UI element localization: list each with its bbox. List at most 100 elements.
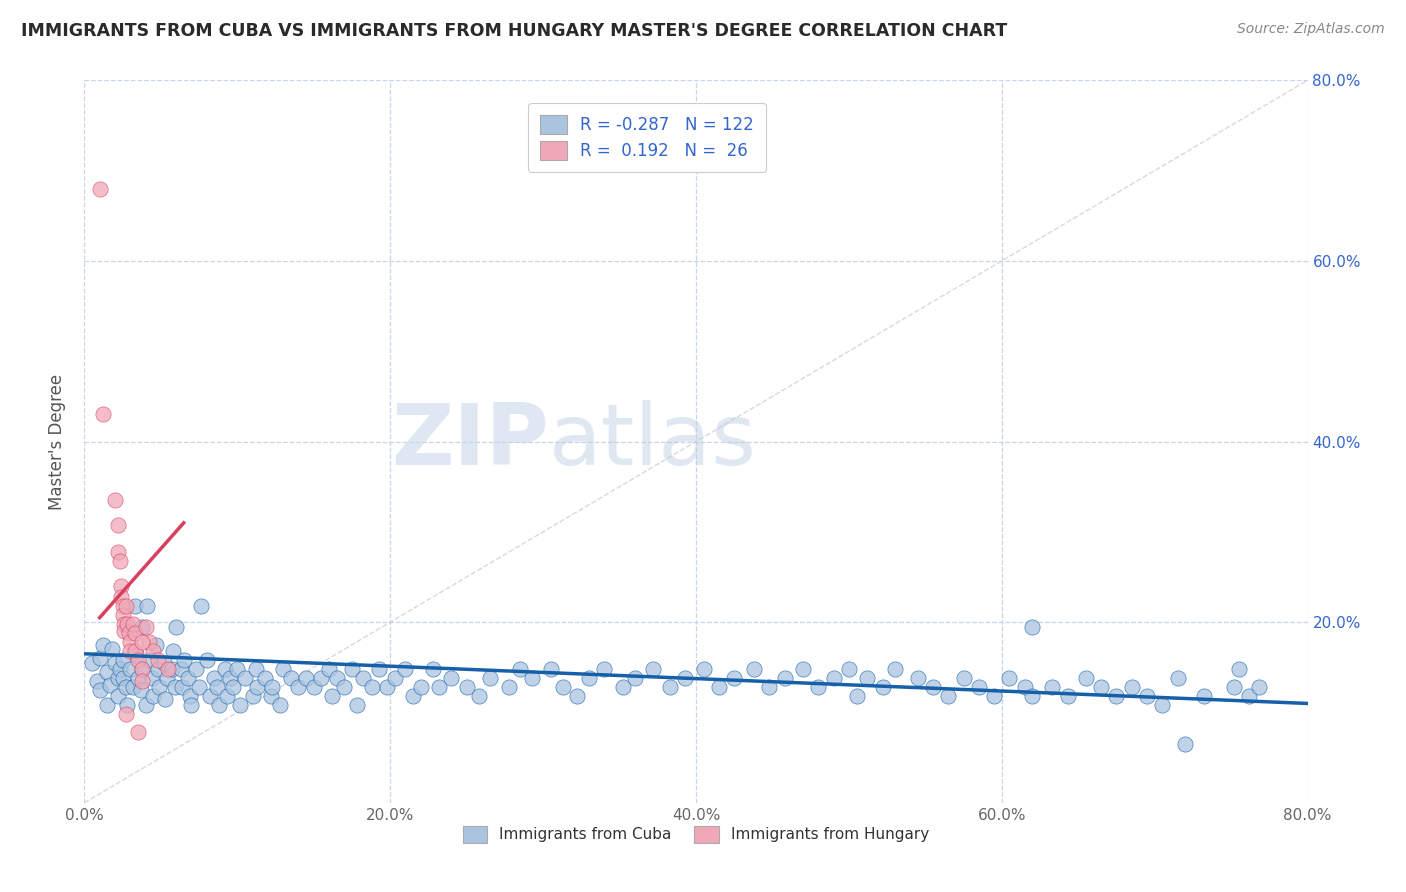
Point bbox=[190, 599, 212, 613]
Text: Source: ZipAtlas.com: Source: ZipAtlas.com bbox=[1237, 22, 1385, 37]
Point bbox=[96, 665, 118, 679]
Point bbox=[127, 653, 149, 667]
Point bbox=[758, 680, 780, 694]
Point bbox=[352, 671, 374, 685]
Point bbox=[180, 698, 202, 713]
Point bbox=[135, 620, 157, 634]
Point bbox=[80, 656, 103, 670]
Point bbox=[498, 680, 520, 694]
Point bbox=[792, 662, 814, 676]
Point bbox=[673, 671, 696, 685]
Point bbox=[142, 644, 165, 658]
Point bbox=[1105, 690, 1128, 704]
Point bbox=[318, 662, 340, 676]
Point bbox=[131, 673, 153, 688]
Point bbox=[773, 671, 796, 685]
Point bbox=[402, 690, 425, 704]
Point bbox=[177, 671, 200, 685]
Point bbox=[108, 662, 131, 676]
Point bbox=[509, 662, 531, 676]
Point bbox=[540, 662, 562, 676]
Point bbox=[1239, 690, 1261, 704]
Point bbox=[145, 638, 167, 652]
Point bbox=[807, 680, 830, 694]
Point bbox=[131, 662, 153, 676]
Point bbox=[136, 599, 159, 613]
Point bbox=[148, 680, 170, 694]
Point bbox=[242, 690, 264, 704]
Point bbox=[440, 671, 463, 685]
Point bbox=[823, 671, 845, 685]
Point bbox=[108, 554, 131, 568]
Point bbox=[129, 682, 152, 697]
Point bbox=[692, 662, 714, 676]
Point bbox=[107, 671, 129, 685]
Point bbox=[195, 653, 218, 667]
Point bbox=[125, 647, 148, 661]
Point bbox=[127, 671, 149, 685]
Point bbox=[723, 671, 745, 685]
Point bbox=[226, 662, 249, 676]
Point bbox=[1223, 680, 1246, 694]
Point bbox=[1136, 690, 1159, 704]
Point bbox=[86, 673, 108, 688]
Point bbox=[409, 680, 432, 694]
Point bbox=[1021, 690, 1043, 704]
Point bbox=[198, 690, 221, 704]
Point bbox=[107, 545, 129, 559]
Point bbox=[1167, 671, 1189, 685]
Point bbox=[115, 620, 138, 634]
Point bbox=[138, 635, 160, 649]
Point bbox=[707, 680, 730, 694]
Point bbox=[172, 680, 194, 694]
Point bbox=[1090, 680, 1112, 694]
Point bbox=[346, 698, 368, 713]
Point bbox=[280, 671, 302, 685]
Point bbox=[478, 671, 501, 685]
Point bbox=[922, 680, 945, 694]
Point bbox=[179, 690, 201, 704]
Point bbox=[208, 698, 231, 713]
Point bbox=[111, 599, 134, 613]
Point bbox=[384, 671, 406, 685]
Point bbox=[1192, 690, 1215, 704]
Point bbox=[952, 671, 974, 685]
Point bbox=[89, 651, 111, 665]
Point bbox=[333, 680, 356, 694]
Point bbox=[112, 617, 135, 632]
Point bbox=[107, 690, 129, 704]
Point bbox=[101, 642, 124, 657]
Point bbox=[269, 698, 291, 713]
Point bbox=[233, 671, 256, 685]
Point bbox=[856, 671, 879, 685]
Point bbox=[565, 690, 588, 704]
Point bbox=[214, 662, 236, 676]
Point bbox=[115, 698, 138, 713]
Point bbox=[124, 599, 146, 613]
Point bbox=[111, 671, 134, 685]
Point bbox=[104, 656, 127, 670]
Point bbox=[998, 671, 1021, 685]
Point bbox=[302, 680, 325, 694]
Point bbox=[325, 671, 347, 685]
Point bbox=[218, 671, 240, 685]
Point bbox=[1227, 662, 1250, 676]
Point bbox=[160, 662, 183, 676]
Point bbox=[91, 408, 114, 422]
Point bbox=[394, 662, 416, 676]
Point bbox=[141, 671, 163, 685]
Point bbox=[124, 626, 146, 640]
Point bbox=[295, 671, 318, 685]
Point bbox=[170, 662, 193, 676]
Point bbox=[120, 644, 142, 658]
Point bbox=[593, 662, 616, 676]
Point bbox=[146, 653, 169, 667]
Point bbox=[131, 635, 153, 649]
Point bbox=[260, 690, 283, 704]
Point bbox=[96, 698, 118, 713]
Point bbox=[153, 656, 176, 670]
Point bbox=[340, 662, 363, 676]
Point bbox=[245, 662, 267, 676]
Point bbox=[131, 662, 153, 676]
Point bbox=[883, 662, 905, 676]
